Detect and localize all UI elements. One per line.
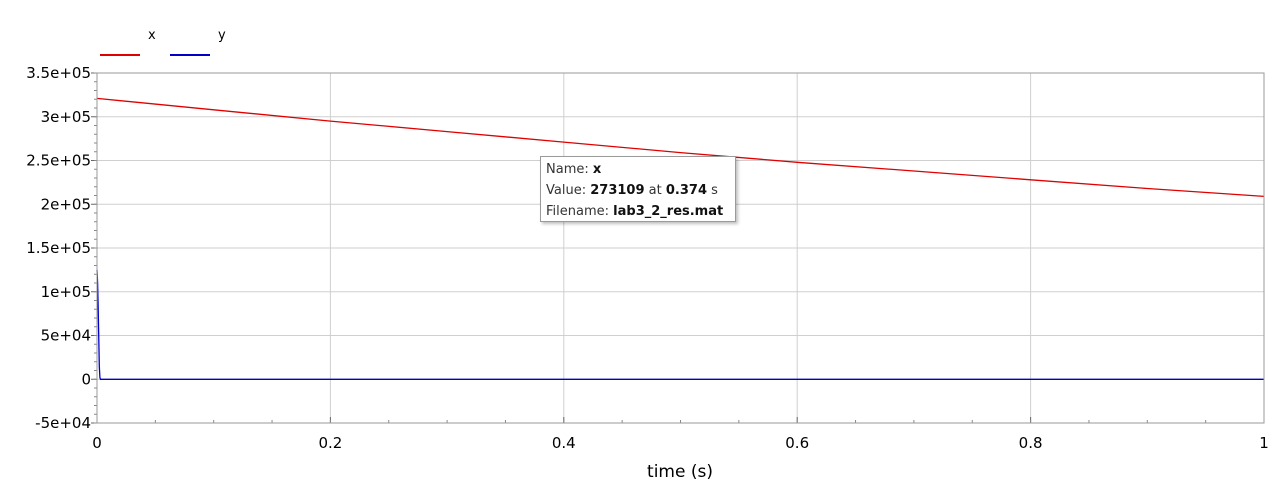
series-line-y[interactable] xyxy=(96,269,1264,380)
series-line-x[interactable] xyxy=(96,97,1265,198)
y-tick-labels: -5e+04 0 5e+04 1e+05 1.5e+05 2e+05 2.5e+05 3e+0… xyxy=(26,64,91,432)
tooltip-filename-row: Filename: lab3_2_res.mat xyxy=(546,201,730,222)
y-tick-label: 3.5e+05 xyxy=(26,64,91,82)
y-tick-label: -5e+04 xyxy=(35,414,91,432)
x-tick-label: 0.4 xyxy=(552,434,576,452)
x-tick-label: 0.6 xyxy=(785,434,809,452)
grid-lines xyxy=(96,72,1265,424)
legend-swatch-y xyxy=(170,54,210,56)
x-axis-label: time (s) xyxy=(647,462,713,482)
tooltip-filename-label: Filename: xyxy=(546,204,610,219)
tooltip-name-row: Name: x xyxy=(546,159,730,180)
tooltip-time-unit: s xyxy=(711,183,718,198)
tooltip-value-row: Value: 273109 at 0.374 s xyxy=(546,180,730,201)
data-tooltip: Name: x Value: 273109 at 0.374 s Filenam… xyxy=(540,156,736,222)
legend-label-y: y xyxy=(218,28,226,43)
y-tick-label: 0 xyxy=(81,370,91,388)
tooltip-name-label: Name: xyxy=(546,162,589,177)
x-tick-label: 0.2 xyxy=(318,434,342,452)
plot-frame xyxy=(96,72,1265,424)
tooltip-time-value: 0.374 xyxy=(665,183,707,198)
y-tick-label: 3e+05 xyxy=(41,108,91,126)
legend-swatch-x xyxy=(100,54,140,56)
tooltip-value-label: Value: xyxy=(546,183,587,198)
y-tick-label: 2e+05 xyxy=(41,195,91,213)
y-tick-label: 1e+05 xyxy=(41,283,91,301)
x-tick-label: 0 xyxy=(92,434,102,452)
y-tick-label: 1.5e+05 xyxy=(26,239,91,257)
y-tick-label: 5e+04 xyxy=(41,327,91,345)
y-tick-label: 2.5e+05 xyxy=(26,152,91,170)
legend-label-x: x xyxy=(148,28,156,43)
axes xyxy=(91,72,1265,424)
x-tick-label: 1 xyxy=(1259,434,1269,452)
tooltip-at-label: at xyxy=(648,183,662,198)
series-layer xyxy=(96,97,1265,380)
tooltip-value-value: 273109 xyxy=(590,183,645,198)
tooltip-filename-value: lab3_2_res.mat xyxy=(613,204,724,219)
x-tick-label: 0.8 xyxy=(1019,434,1043,452)
tooltip-name-value: x xyxy=(592,162,602,177)
x-tick-labels: 0 0.2 0.4 0.6 0.8 1 xyxy=(92,434,1269,452)
